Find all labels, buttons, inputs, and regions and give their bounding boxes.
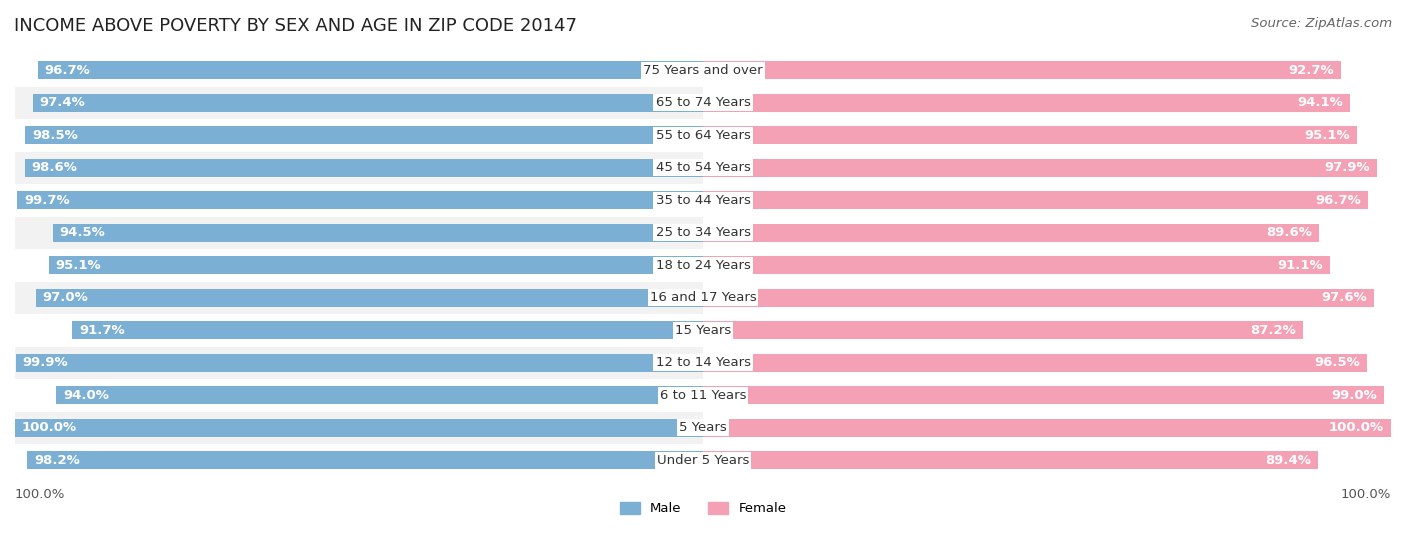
Text: 100.0%: 100.0%	[22, 421, 77, 434]
Text: 98.5%: 98.5%	[32, 129, 77, 142]
Bar	[703, 354, 1367, 372]
Text: 89.6%: 89.6%	[1267, 226, 1313, 239]
Bar	[27, 452, 703, 469]
Bar	[49, 257, 703, 274]
Text: 97.4%: 97.4%	[39, 96, 86, 110]
Text: 16 and 17 Years: 16 and 17 Years	[650, 291, 756, 304]
Text: 100.0%: 100.0%	[1341, 488, 1391, 501]
Text: 35 to 44 Years: 35 to 44 Years	[655, 194, 751, 207]
Text: 91.7%: 91.7%	[79, 324, 125, 337]
Text: 94.1%: 94.1%	[1298, 96, 1344, 110]
Text: Under 5 Years: Under 5 Years	[657, 454, 749, 467]
Text: 6 to 11 Years: 6 to 11 Years	[659, 389, 747, 402]
Bar	[53, 224, 703, 242]
Text: 98.6%: 98.6%	[31, 162, 77, 174]
Bar	[703, 419, 1391, 437]
Bar	[0, 411, 703, 444]
Text: 75 Years and over: 75 Years and over	[643, 64, 763, 77]
Text: 94.0%: 94.0%	[63, 389, 110, 402]
Bar	[0, 444, 703, 477]
Bar	[35, 289, 703, 307]
Bar	[703, 126, 1357, 144]
Legend: Male, Female: Male, Female	[614, 497, 792, 520]
Text: 100.0%: 100.0%	[15, 488, 65, 501]
Text: 95.1%: 95.1%	[1305, 129, 1350, 142]
Bar	[0, 282, 703, 314]
Bar	[56, 386, 703, 404]
Bar	[703, 257, 1330, 274]
Bar	[703, 94, 1350, 112]
Bar	[25, 159, 703, 177]
Text: 25 to 34 Years: 25 to 34 Years	[655, 226, 751, 239]
Text: 99.0%: 99.0%	[1331, 389, 1378, 402]
Bar	[38, 61, 703, 79]
Bar	[0, 379, 703, 411]
Text: 91.1%: 91.1%	[1277, 259, 1323, 272]
Bar	[0, 119, 703, 151]
Bar	[0, 217, 703, 249]
Text: 96.5%: 96.5%	[1315, 356, 1360, 369]
Text: 55 to 64 Years: 55 to 64 Years	[655, 129, 751, 142]
Text: 87.2%: 87.2%	[1250, 324, 1296, 337]
Bar	[15, 419, 703, 437]
Text: 96.7%: 96.7%	[1316, 194, 1361, 207]
Text: 45 to 54 Years: 45 to 54 Years	[655, 162, 751, 174]
Bar	[703, 321, 1303, 339]
Bar	[32, 94, 703, 112]
Text: 99.7%: 99.7%	[24, 194, 69, 207]
Bar	[0, 249, 703, 282]
Text: 98.2%: 98.2%	[34, 454, 80, 467]
Bar	[703, 289, 1375, 307]
Bar	[703, 386, 1384, 404]
Text: 99.9%: 99.9%	[22, 356, 69, 369]
Text: 100.0%: 100.0%	[1329, 421, 1384, 434]
Bar	[703, 61, 1341, 79]
Text: 96.7%: 96.7%	[45, 64, 90, 77]
Text: 97.6%: 97.6%	[1322, 291, 1368, 304]
Text: 97.9%: 97.9%	[1324, 162, 1369, 174]
Text: 94.5%: 94.5%	[59, 226, 105, 239]
Bar	[25, 126, 703, 144]
Text: 15 Years: 15 Years	[675, 324, 731, 337]
Bar	[703, 224, 1319, 242]
Text: 18 to 24 Years: 18 to 24 Years	[655, 259, 751, 272]
Text: 97.0%: 97.0%	[42, 291, 89, 304]
Text: 89.4%: 89.4%	[1265, 454, 1312, 467]
Bar	[0, 184, 703, 217]
Text: 12 to 14 Years: 12 to 14 Years	[655, 356, 751, 369]
Bar	[72, 321, 703, 339]
Bar	[15, 354, 703, 372]
Text: 92.7%: 92.7%	[1288, 64, 1334, 77]
Bar	[703, 191, 1368, 209]
Bar	[17, 191, 703, 209]
Text: 65 to 74 Years: 65 to 74 Years	[655, 96, 751, 110]
Text: 95.1%: 95.1%	[56, 259, 101, 272]
Text: Source: ZipAtlas.com: Source: ZipAtlas.com	[1251, 17, 1392, 30]
Bar	[703, 452, 1317, 469]
Bar	[0, 54, 703, 87]
Bar	[0, 87, 703, 119]
Bar	[0, 151, 703, 184]
Text: 5 Years: 5 Years	[679, 421, 727, 434]
Text: INCOME ABOVE POVERTY BY SEX AND AGE IN ZIP CODE 20147: INCOME ABOVE POVERTY BY SEX AND AGE IN Z…	[14, 17, 576, 35]
Bar	[703, 159, 1376, 177]
Bar	[0, 347, 703, 379]
Bar	[0, 314, 703, 347]
